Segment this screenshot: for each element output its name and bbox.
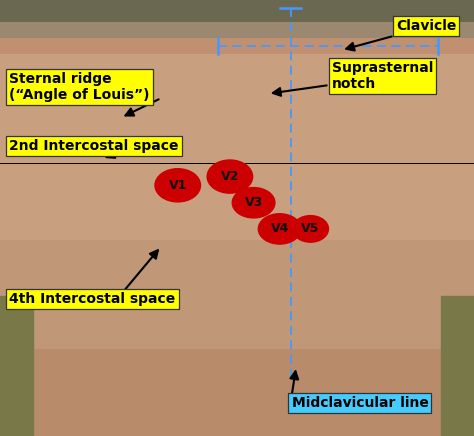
Bar	[0, 22, 474, 27]
Bar	[0, 120, 474, 126]
Bar	[0, 371, 474, 376]
Bar	[0, 332, 474, 338]
Bar	[0, 322, 474, 327]
Bar	[0, 365, 474, 371]
Bar	[0, 344, 474, 349]
Bar	[0, 223, 474, 229]
Bar	[0, 256, 474, 262]
Bar	[0, 262, 474, 267]
Bar	[0, 114, 474, 120]
Bar	[0, 169, 474, 174]
Bar	[0, 126, 474, 131]
Bar	[0, 398, 474, 403]
Bar	[0, 392, 474, 398]
Text: Midclavicular line: Midclavicular line	[292, 396, 428, 410]
Bar	[0, 267, 474, 272]
Bar	[0, 147, 474, 153]
Bar	[0, 44, 474, 49]
Bar	[0, 360, 474, 365]
Bar	[0, 229, 474, 235]
Bar	[0, 33, 474, 38]
Text: V5: V5	[301, 222, 319, 235]
Bar	[0, 294, 474, 300]
Bar	[0, 409, 474, 414]
Bar	[0, 180, 474, 185]
Text: 2nd Intercostal space: 2nd Intercostal space	[9, 139, 179, 153]
Bar	[0, 174, 474, 180]
Bar	[0, 196, 474, 201]
Bar	[0, 93, 474, 98]
Bar	[0, 272, 474, 278]
Bar	[0, 60, 474, 65]
Bar	[0, 403, 474, 409]
Bar	[0, 278, 474, 283]
Bar	[0, 98, 474, 104]
Bar	[0, 142, 474, 147]
Bar	[0, 245, 474, 251]
Bar	[0, 109, 474, 114]
Bar	[0, 164, 474, 169]
Bar	[0, 300, 474, 305]
Bar	[0, 354, 474, 360]
Bar	[0, 212, 474, 218]
Ellipse shape	[155, 169, 201, 202]
Bar	[0, 349, 474, 354]
Bar	[0, 338, 474, 344]
Bar	[0, 376, 474, 382]
Bar	[0, 420, 474, 425]
Bar	[0, 289, 474, 294]
Text: 4th Intercostal space: 4th Intercostal space	[9, 292, 176, 306]
Ellipse shape	[258, 214, 301, 244]
Bar	[0, 414, 474, 419]
Bar	[0, 185, 474, 191]
Bar	[0, 191, 474, 196]
Bar	[0, 310, 474, 316]
Bar	[0, 71, 474, 76]
Bar	[0, 104, 474, 109]
Bar	[0, 425, 474, 431]
Text: Clavicle: Clavicle	[396, 19, 456, 33]
Text: V2: V2	[221, 170, 239, 183]
Text: V3: V3	[245, 196, 263, 209]
Bar	[0, 27, 474, 33]
Bar	[0, 387, 474, 392]
Text: V4: V4	[271, 222, 289, 235]
Bar	[0, 54, 474, 60]
Ellipse shape	[207, 160, 253, 193]
Bar	[0, 283, 474, 289]
Bar	[0, 49, 474, 54]
Bar	[0, 11, 474, 16]
Bar	[0, 87, 474, 92]
Ellipse shape	[292, 216, 328, 242]
Bar	[0, 201, 474, 207]
Text: Suprasternal
notch: Suprasternal notch	[332, 61, 433, 92]
Bar	[0, 240, 474, 245]
Text: V1: V1	[169, 179, 187, 192]
Text: Sternal ridge
(“Angle of Louis”): Sternal ridge (“Angle of Louis”)	[9, 72, 150, 102]
Bar	[0, 65, 474, 71]
Bar	[0, 38, 474, 44]
Bar	[0, 5, 474, 11]
Bar	[0, 82, 474, 87]
Bar	[0, 207, 474, 213]
Bar	[441, 296, 474, 436]
Bar	[0, 305, 474, 311]
Bar	[0, 153, 474, 158]
Bar	[0, 431, 474, 436]
Bar	[0, 17, 474, 22]
Bar	[0, 382, 474, 387]
Bar	[0, 76, 474, 82]
Bar	[0, 136, 474, 142]
Bar	[0, 251, 474, 256]
Bar	[0, 327, 474, 332]
Bar	[0, 296, 33, 436]
Bar	[0, 235, 474, 240]
Bar	[0, 158, 474, 164]
Bar	[0, 0, 474, 5]
Bar	[0, 316, 474, 322]
Bar	[0, 218, 474, 223]
Ellipse shape	[232, 187, 275, 218]
Bar	[0, 131, 474, 136]
